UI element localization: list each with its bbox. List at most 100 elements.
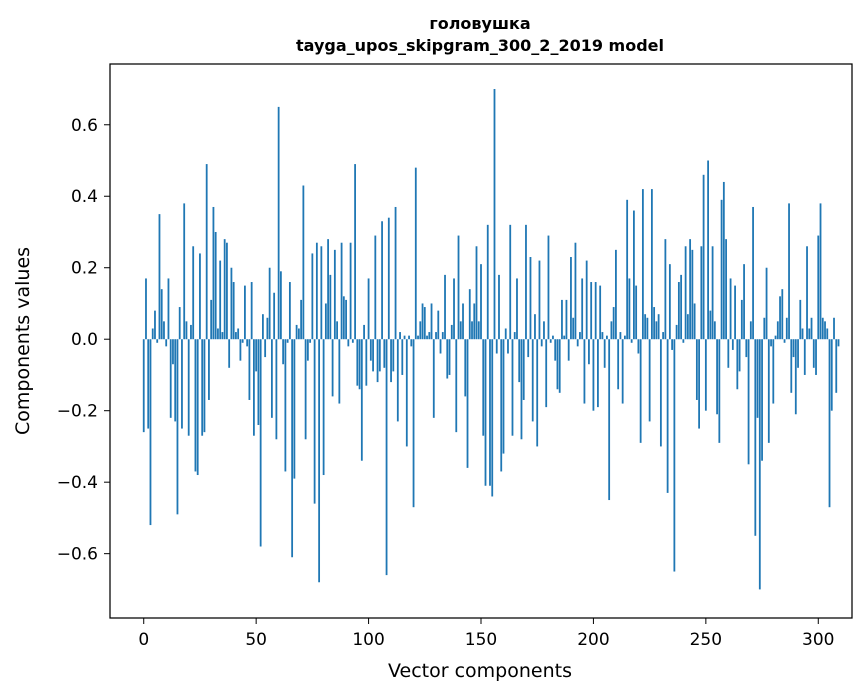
bar-261	[729, 278, 732, 340]
x-tick-label: 0	[138, 630, 149, 650]
bar-216	[628, 278, 631, 340]
bar-40	[232, 282, 235, 340]
bar-129	[432, 339, 435, 418]
bar-148	[475, 246, 478, 340]
bar-112	[394, 206, 397, 340]
bar-58	[273, 292, 276, 340]
bar-68	[295, 324, 298, 340]
bar-230	[659, 339, 662, 447]
bar-303	[824, 321, 826, 340]
bar-125	[423, 307, 426, 340]
bar-93	[351, 339, 354, 343]
bar-83	[329, 274, 332, 340]
x-tick-label: 100	[352, 630, 384, 650]
bar-27	[203, 339, 206, 433]
bar-286	[785, 317, 788, 340]
bar-171	[527, 339, 530, 358]
bar-50	[255, 339, 258, 372]
bar-304	[826, 328, 829, 340]
bar-209	[612, 307, 615, 340]
bar-43	[239, 339, 242, 361]
bar-111	[392, 339, 395, 372]
bar-77	[315, 242, 318, 340]
bar-136	[448, 339, 451, 375]
bar-57	[270, 339, 273, 418]
bar-235	[671, 339, 674, 350]
bar-169	[522, 339, 525, 400]
bar-173	[531, 339, 534, 422]
bar-263	[734, 285, 736, 340]
bar-278	[767, 339, 770, 443]
bar-236	[673, 339, 676, 572]
bar-92	[349, 242, 352, 340]
bar-130	[435, 332, 437, 340]
bar-253	[711, 246, 714, 340]
bar-207	[608, 339, 611, 501]
bar-137	[450, 324, 453, 340]
bar-237	[675, 324, 678, 340]
bar-59	[275, 339, 278, 440]
bar-51	[257, 339, 260, 425]
bar-10	[165, 339, 168, 347]
bar-231	[662, 332, 665, 340]
bar-116	[403, 335, 406, 340]
bar-292	[799, 299, 802, 340]
bar-151	[482, 339, 485, 436]
bar-124	[421, 303, 424, 340]
bar-187	[563, 335, 566, 340]
bar-33	[217, 328, 219, 340]
bar-262	[731, 339, 734, 350]
bar-45	[244, 285, 246, 340]
bar-20	[187, 339, 190, 436]
bar-99	[365, 339, 368, 386]
bar-55	[266, 317, 269, 340]
bar-185	[558, 339, 561, 393]
bar-19	[185, 321, 188, 340]
bar-204	[601, 332, 604, 340]
y-tick-label: −0.6	[57, 545, 98, 565]
bar-257	[720, 199, 723, 340]
bar-213	[621, 339, 624, 404]
bar-252	[709, 310, 712, 340]
bar-277	[765, 267, 768, 340]
y-tick-label: −0.2	[57, 402, 98, 422]
bar-265	[738, 339, 741, 372]
bar-49	[253, 339, 255, 436]
bar-34	[219, 260, 222, 340]
bar-110	[390, 339, 392, 383]
bar-172	[529, 257, 532, 340]
bar-15	[176, 339, 179, 515]
bar-182	[552, 335, 554, 340]
bar-188	[565, 299, 568, 340]
bar-191	[572, 317, 575, 340]
bar-101	[369, 339, 372, 361]
bar-67	[293, 339, 296, 479]
bar-240	[682, 339, 685, 343]
bar-108	[385, 339, 388, 576]
bar-38	[228, 339, 231, 368]
bars-group	[142, 89, 840, 590]
bar-274	[758, 339, 761, 590]
bar-305	[828, 339, 831, 508]
bar-69	[297, 328, 300, 340]
bar-308	[835, 339, 838, 393]
bar-138	[453, 278, 455, 340]
bar-200	[592, 339, 595, 411]
bar-133	[441, 332, 444, 340]
bar-226	[650, 189, 653, 340]
bar-94	[354, 164, 356, 340]
bar-85	[333, 249, 336, 340]
bar-44	[241, 339, 244, 343]
bar-152	[484, 339, 487, 486]
bar-249	[702, 174, 705, 340]
bar-105	[378, 339, 381, 372]
bar-128	[430, 303, 433, 340]
bar-106	[381, 221, 383, 340]
x-tick-label: 150	[465, 630, 497, 650]
bar-26	[201, 339, 204, 436]
x-axis-ticks: 0 50 100 150 200 250 300	[138, 618, 834, 650]
bar-210	[615, 249, 617, 340]
bar-63	[284, 339, 287, 472]
bar-0	[142, 339, 145, 433]
bar-11	[167, 278, 170, 340]
